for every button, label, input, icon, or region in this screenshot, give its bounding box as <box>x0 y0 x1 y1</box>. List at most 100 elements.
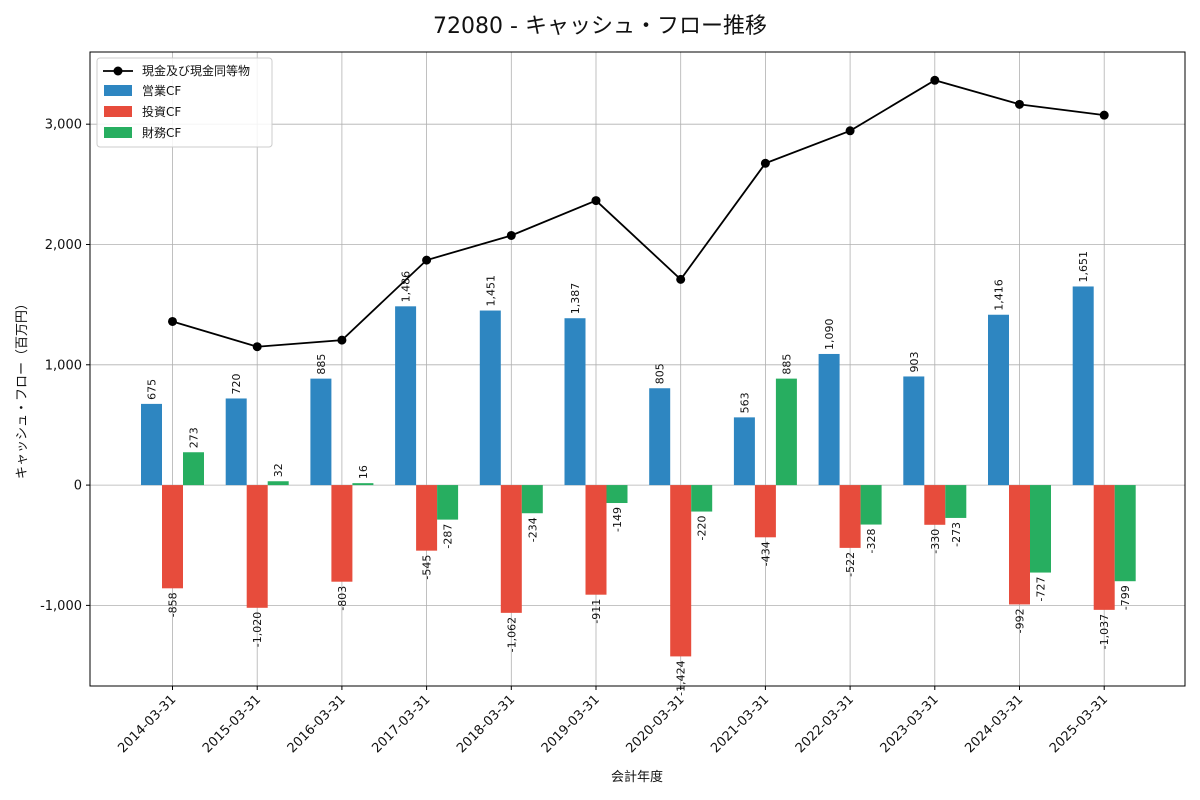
x-tick-label: 2023-03-31 <box>878 692 942 756</box>
legend: 現金及び現金同等物 営業CF 投資CF 財務CF <box>96 57 273 148</box>
bar-value-label: -858 <box>167 592 180 617</box>
cash-point <box>422 255 432 265</box>
bar-value-label: 1,451 <box>484 275 497 307</box>
bar-financing <box>691 485 713 512</box>
y-axis: -1,000 0 1,000 2,000 3,000 <box>40 118 90 614</box>
legend-line-marker <box>113 66 123 76</box>
bar-value-label: -220 <box>696 516 709 541</box>
legend-label-operating: 営業CF <box>142 84 181 98</box>
bar-value-label: 903 <box>908 351 921 372</box>
x-tick-label: 2020-03-31 <box>623 692 687 756</box>
bar-financing <box>860 485 882 525</box>
cash-point <box>845 126 855 136</box>
bar-operating <box>564 318 586 486</box>
bar-operating <box>225 398 247 486</box>
x-tick-label: 2017-03-31 <box>369 692 433 756</box>
x-axis-label: 会計年度 <box>611 769 663 785</box>
bar-value-label: 675 <box>146 379 159 400</box>
bar-investing <box>754 485 776 538</box>
x-tick-label: 2015-03-31 <box>200 692 264 756</box>
bar-financing <box>267 481 289 486</box>
bar-value-label: 805 <box>654 363 667 384</box>
bar-operating <box>479 310 501 486</box>
bar-financing <box>521 485 543 514</box>
legend-label-financing: 財務CF <box>142 125 181 140</box>
bar-financing <box>945 485 967 518</box>
x-axis: 2014-03-31 2015-03-31 2016-03-31 2017-03-31… <box>115 686 1111 756</box>
bar-investing <box>331 485 353 582</box>
y-tick-label: -1,000 <box>40 599 82 614</box>
bar-investing <box>585 485 607 595</box>
bar-financing <box>352 483 374 486</box>
bar-value-label: -328 <box>865 529 878 554</box>
bar-value-label: -234 <box>526 517 539 542</box>
bar-value-label: -522 <box>844 552 857 577</box>
bar-value-label: 273 <box>188 427 201 448</box>
bar-operating <box>395 306 417 486</box>
legend-swatch-financing <box>104 127 132 138</box>
bar-investing <box>924 485 946 525</box>
cash-point <box>591 196 601 206</box>
bar-value-label: -545 <box>421 555 434 580</box>
y-tick-label: 3,000 <box>45 118 82 133</box>
cash-point <box>676 274 686 284</box>
legend-label-investing: 投資CF <box>142 104 181 119</box>
bar-operating <box>1072 286 1094 486</box>
bar-value-label: 720 <box>230 373 243 394</box>
bar-value-label: 563 <box>738 392 751 413</box>
x-tick-label: 2021-03-31 <box>708 692 772 756</box>
cash-point <box>1099 110 1109 120</box>
bar-value-label: -911 <box>590 599 603 624</box>
cash-line <box>172 79 1105 348</box>
bar-value-label: -992 <box>1014 608 1027 633</box>
bar-financing <box>1030 485 1051 573</box>
bar-operating <box>733 417 755 486</box>
bar-value-label: -727 <box>1035 577 1048 602</box>
bar-financing <box>437 485 459 520</box>
x-tick-label: 2025-03-31 <box>1047 692 1111 756</box>
bar-value-label: -287 <box>442 524 455 549</box>
bar-operating <box>310 378 332 486</box>
bar-financing <box>183 452 204 486</box>
bar-financing <box>1114 485 1136 582</box>
bar-value-label: -434 <box>759 541 772 566</box>
bar-value-label: 32 <box>272 463 285 477</box>
cash-point <box>337 335 347 345</box>
line-layer <box>168 75 1109 352</box>
bar-financing <box>775 378 797 486</box>
chart-title: 72080 - キャッシュ・フロー推移 <box>433 14 767 39</box>
legend-swatch-investing <box>104 106 132 117</box>
bar-labels-layer: 675 720 885 1,486 1,451 1,387 805 563 1,090 903 1,… <box>146 251 1133 696</box>
x-tick-label: 2024-03-31 <box>962 692 1026 756</box>
cash-point <box>930 75 940 85</box>
bar-value-label: -1,424 <box>675 660 688 695</box>
bar-value-label: -1,062 <box>505 617 518 652</box>
y-tick-label: 2,000 <box>45 238 82 253</box>
bar-investing <box>246 485 268 608</box>
bar-investing <box>500 485 522 613</box>
cash-point <box>506 230 516 240</box>
legend-label-cash: 現金及び現金同等物 <box>142 63 250 78</box>
x-tick-label: 2022-03-31 <box>793 692 857 756</box>
bar-value-label: -149 <box>611 507 624 532</box>
x-tick-label: 2018-03-31 <box>454 692 518 756</box>
grid-layer <box>90 52 1185 686</box>
bar-investing <box>670 485 692 657</box>
bar-financing <box>606 485 628 504</box>
bar-value-label: 16 <box>357 465 370 479</box>
bar-value-label: 1,416 <box>993 279 1006 311</box>
bar-operating <box>988 314 1009 486</box>
cash-point <box>760 158 770 168</box>
bar-value-label: -273 <box>950 522 963 547</box>
x-tick-label: 2019-03-31 <box>539 692 603 756</box>
bar-value-label: -1,037 <box>1098 614 1111 649</box>
bar-operating <box>903 376 925 486</box>
y-axis-label: キャッシュ・フロー（百万円） <box>15 297 30 479</box>
bar-value-label: 1,651 <box>1077 251 1090 283</box>
bar-value-label: -799 <box>1119 585 1132 610</box>
bar-value-label: 1,486 <box>400 271 413 303</box>
bar-operating <box>649 388 671 486</box>
plot-frame <box>89 51 1186 687</box>
bar-operating <box>818 353 840 486</box>
